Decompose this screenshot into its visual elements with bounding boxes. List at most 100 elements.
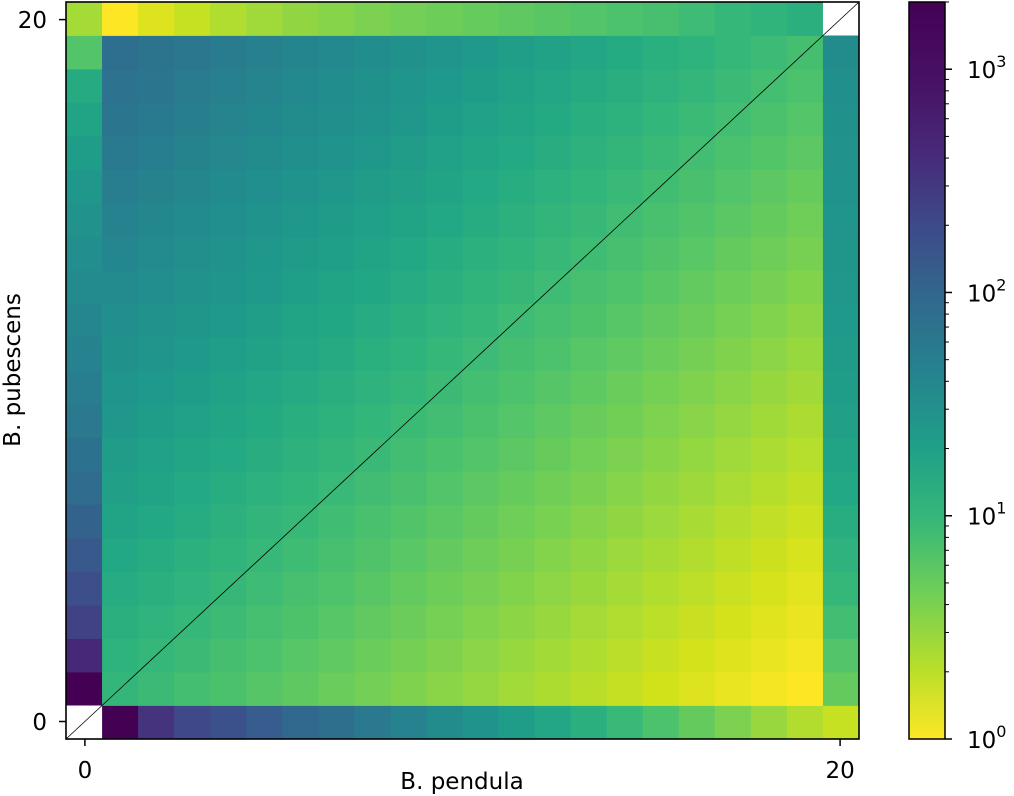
heatmap-cell — [678, 203, 716, 237]
heatmap-cell — [102, 538, 139, 572]
heatmap-cell — [786, 404, 824, 438]
heatmap-cell — [678, 303, 716, 338]
heatmap-cell — [714, 404, 752, 438]
heatmap-cell — [786, 538, 824, 572]
heatmap-cell — [66, 471, 103, 505]
heatmap-cell — [282, 136, 319, 170]
heatmap-cell — [318, 236, 355, 271]
heatmap-cell — [462, 437, 499, 472]
heatmap-cell — [786, 437, 824, 472]
heatmap-cell — [570, 705, 608, 740]
heatmap-cell — [750, 605, 788, 639]
heatmap-cell — [66, 538, 103, 572]
heatmap-cell — [174, 136, 211, 170]
heatmap-cell — [534, 35, 572, 70]
heatmap-cell — [498, 638, 535, 673]
heatmap-cell — [570, 303, 608, 338]
heatmap-cell — [246, 705, 283, 740]
heatmap-cell — [318, 638, 355, 673]
heatmap-cell — [282, 303, 319, 338]
heatmap-cell — [354, 672, 391, 706]
heatmap-cell — [426, 236, 463, 271]
heatmap-cell — [534, 169, 572, 204]
heatmap-cell — [498, 571, 535, 606]
heatmap-cell — [210, 270, 247, 304]
heatmap-cell — [570, 672, 608, 706]
heatmap-cell — [138, 404, 175, 438]
heatmap-cell — [354, 638, 391, 673]
heatmap-cell — [822, 705, 860, 740]
heatmap-cell — [138, 102, 175, 137]
heatmap-cell — [138, 672, 175, 706]
heatmap-cell — [102, 571, 139, 606]
heatmap-cell — [390, 69, 427, 103]
heatmap-cell — [354, 102, 391, 137]
heatmap-cell — [426, 303, 463, 338]
heatmap-cell — [282, 236, 319, 271]
heatmap-cell — [822, 638, 860, 673]
heatmap-cell — [498, 136, 535, 170]
heatmap-cell — [210, 705, 247, 740]
heatmap-cell — [354, 35, 391, 70]
heatmap-cell — [318, 136, 355, 170]
heatmap-cell — [606, 437, 644, 472]
heatmap-cell — [282, 605, 319, 639]
heatmap-cell — [426, 705, 463, 740]
heatmap-cell — [66, 2, 103, 36]
heatmap-cell — [426, 69, 463, 103]
heatmap-cell — [822, 538, 860, 572]
y-axis-label: B. pubescens — [0, 293, 26, 447]
heatmap-cell — [534, 437, 572, 472]
heatmap-cell — [138, 471, 175, 505]
heatmap-cell — [498, 705, 535, 740]
heatmap-cell — [354, 404, 391, 438]
heatmap-cell — [282, 2, 319, 36]
heatmap-cell — [570, 35, 608, 70]
heatmap-cell — [102, 69, 139, 103]
heatmap-cell — [318, 270, 355, 304]
heatmap-cell — [462, 303, 499, 338]
heatmap-cell — [426, 136, 463, 170]
heatmap-cell — [750, 538, 788, 572]
heatmap-cell — [354, 136, 391, 170]
heatmap-cell — [786, 203, 824, 237]
heatmap-cell — [462, 672, 499, 706]
heatmap-cell — [390, 337, 427, 371]
y-tick-label-0: 0 — [32, 710, 47, 736]
heatmap-cell — [606, 605, 644, 639]
heatmap-cell — [714, 538, 752, 572]
heatmap-cell — [606, 538, 644, 572]
heatmap-cell — [498, 538, 535, 572]
heatmap-cell — [66, 437, 103, 472]
heatmap-cell — [138, 504, 175, 539]
colorbar-tick-label: 103 — [967, 52, 1006, 84]
heatmap-cell — [354, 236, 391, 271]
heatmap-cell — [606, 236, 644, 271]
heatmap-cell — [246, 437, 283, 472]
heatmap-cell — [822, 571, 860, 606]
heatmap-cell — [354, 370, 391, 405]
heatmap-cell — [786, 605, 824, 639]
heatmap-cell — [246, 236, 283, 271]
heatmap-cell — [102, 638, 139, 673]
heatmap-cell — [570, 370, 608, 405]
heatmap-cell — [174, 705, 211, 740]
heatmap-cell — [138, 605, 175, 639]
heatmap-cell — [606, 303, 644, 338]
heatmap-cell — [750, 303, 788, 338]
heatmap-cell — [822, 270, 860, 304]
heatmap-cell — [606, 705, 644, 740]
heatmap-cell — [246, 102, 283, 137]
heatmap-cell — [318, 169, 355, 204]
heatmap-cell — [498, 69, 535, 103]
heatmap-cell — [822, 672, 860, 706]
heatmap-cell — [786, 571, 824, 606]
heatmap-cell — [246, 169, 283, 204]
heatmap-cell — [822, 102, 860, 137]
heatmap-cell — [138, 538, 175, 572]
heatmap-cell — [534, 672, 572, 706]
heatmap-cell — [498, 471, 535, 505]
heatmap-cell — [534, 370, 572, 405]
heatmap-cell — [534, 638, 572, 673]
colorbar-tick-label: 102 — [967, 275, 1006, 307]
